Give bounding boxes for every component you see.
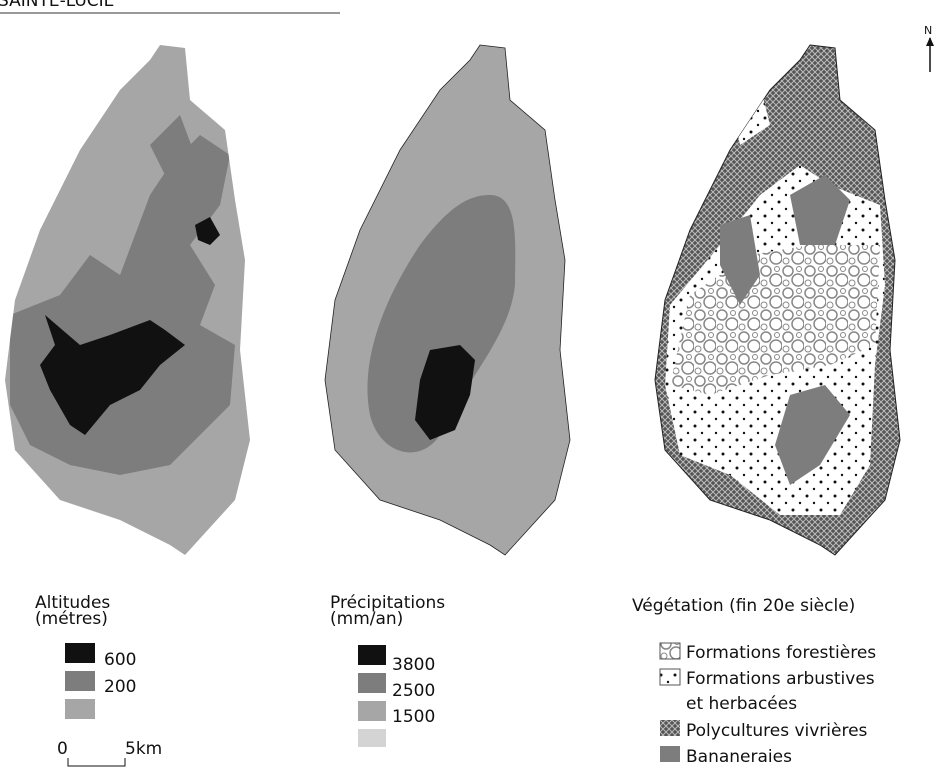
north-label: N	[924, 24, 932, 37]
swatch	[659, 668, 681, 686]
swatch	[65, 643, 95, 663]
swatch	[358, 729, 386, 747]
legend-unit: (métres)	[35, 609, 108, 629]
legend-title: Altitudes	[35, 593, 110, 613]
swatch	[659, 642, 681, 660]
legend-label: et herbacées	[686, 694, 797, 714]
legend-label: 200	[104, 677, 136, 697]
precipitation-map	[324, 44, 571, 556]
scale-label: 5km	[125, 739, 162, 759]
legend-label: 1500	[392, 707, 435, 727]
altitude-legend: Altitudes (métres) 600 200 0 5km	[35, 593, 162, 767]
scale-label: 0	[57, 739, 68, 759]
legend-label: 2500	[392, 681, 435, 701]
swatch	[358, 645, 386, 665]
swatch	[65, 699, 95, 719]
legend-label: 3800	[392, 655, 435, 675]
swatch	[660, 720, 680, 736]
precipitation-legend: Précipitations (mm/an) 3800 2500 1500	[330, 593, 445, 747]
legend-title: Végétation (fin 20e siècle)	[632, 596, 855, 616]
swatch	[358, 701, 386, 721]
swatch	[358, 673, 386, 693]
altitude-map	[5, 45, 250, 555]
legend-label: Formations forestières	[686, 643, 876, 663]
vegetation-map	[654, 44, 901, 556]
legend-label: Polycultures vivrières	[686, 721, 868, 741]
legend-label: Bananeraies	[686, 747, 792, 767]
north-arrow: N	[924, 24, 934, 72]
legend-label: Formations arbustives	[686, 669, 875, 689]
legend-unit: (mm/an)	[330, 609, 403, 629]
swatch	[660, 746, 680, 762]
vegetation-legend: Végétation (fin 20e siècle) Formations f…	[632, 596, 876, 767]
legend-label: 600	[104, 650, 136, 670]
swatch	[65, 671, 95, 691]
legend-title: Précipitations	[330, 593, 445, 613]
scale-bar	[67, 758, 126, 767]
map-title: SAINTE-LUCIE	[0, 0, 114, 11]
